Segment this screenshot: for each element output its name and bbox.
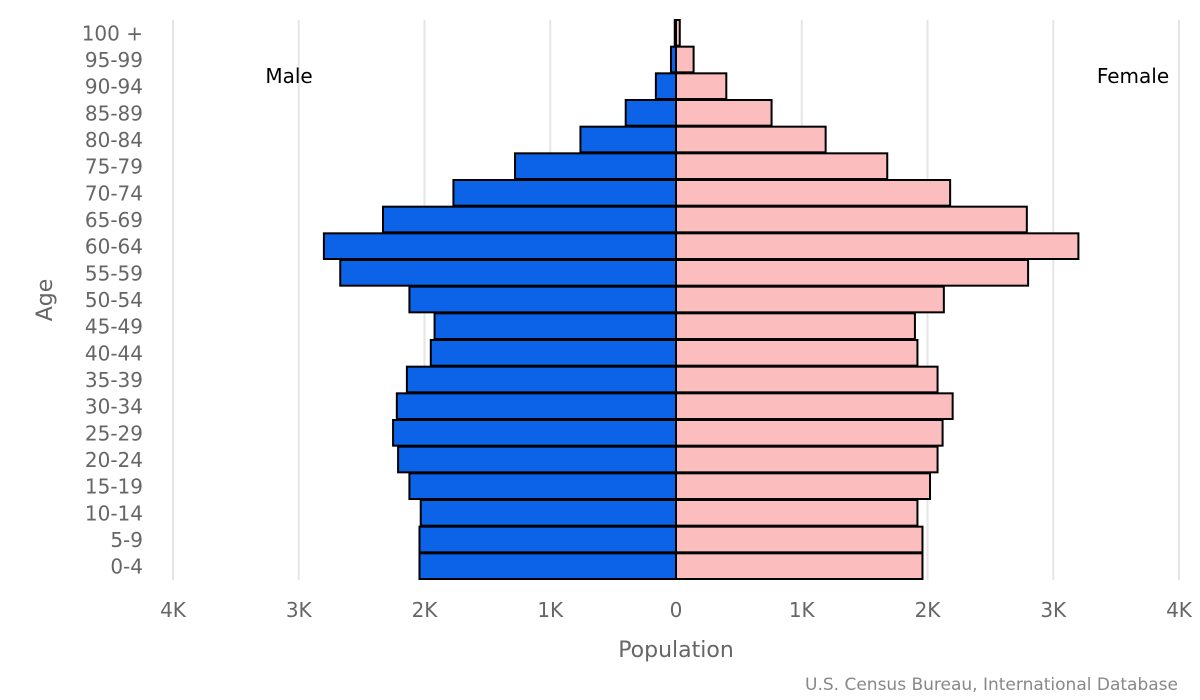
male-bar[interactable] [392, 419, 677, 447]
male-bar[interactable] [395, 392, 677, 421]
female-bar[interactable] [675, 125, 827, 154]
female-bar[interactable] [675, 19, 681, 47]
male-bar[interactable] [514, 152, 677, 180]
male-series-label: Male [265, 64, 312, 88]
source-credit: U.S. Census Bureau, International Databa… [805, 675, 1178, 695]
x-tick-label: 2K [412, 598, 439, 622]
male-bar[interactable] [405, 365, 677, 394]
x-tick-label: 0 [670, 598, 683, 622]
x-axis-title: Population [618, 638, 734, 663]
age-group-label: 100 + [82, 21, 143, 45]
female-bar[interactable] [675, 232, 1080, 260]
male-bar[interactable] [408, 472, 677, 501]
x-tick-label: 3K [286, 598, 313, 622]
x-tick-label: 2K [915, 598, 942, 622]
age-group-label: 35-39 [85, 368, 143, 392]
age-group-label: 80-84 [85, 128, 143, 152]
age-group-label: 75-79 [85, 155, 143, 179]
age-group-label: 30-34 [85, 395, 143, 419]
female-bar[interactable] [675, 99, 773, 127]
male-bar[interactable] [429, 339, 677, 367]
female-bar[interactable] [675, 339, 919, 367]
age-group-label: 85-89 [85, 101, 143, 125]
male-bar[interactable] [382, 205, 677, 234]
male-bar[interactable] [322, 232, 677, 260]
age-group-label: 40-44 [85, 341, 143, 365]
male-bar[interactable] [579, 125, 677, 154]
age-group-label: 60-64 [85, 235, 143, 259]
population-tick-labels: 4K 3K 2K 1K 0 1K 2K 3K 4K [160, 598, 1193, 622]
y-axis-title: Age [33, 279, 58, 322]
age-group-label: 45-49 [85, 315, 143, 339]
age-group-label: 20-24 [85, 448, 143, 472]
female-series-label: Female [1097, 64, 1169, 88]
female-bar[interactable] [675, 499, 919, 527]
female-bar[interactable] [675, 312, 916, 341]
age-group-label: 25-29 [85, 421, 143, 445]
age-group-label: 90-94 [85, 75, 143, 99]
female-bar[interactable] [675, 152, 889, 180]
female-bar[interactable] [675, 285, 945, 314]
x-tick-label: 1K [789, 598, 816, 622]
male-bar[interactable] [408, 285, 677, 314]
age-group-label: 5-9 [110, 528, 143, 552]
age-group-label: 65-69 [85, 208, 143, 232]
female-bar[interactable] [675, 552, 924, 580]
male-bar[interactable] [624, 99, 678, 127]
x-tick-label: 4K [1166, 598, 1193, 622]
female-bar[interactable] [675, 445, 939, 474]
female-bar[interactable] [675, 472, 932, 501]
age-group-label: 70-74 [85, 181, 143, 205]
male-bar[interactable] [419, 499, 678, 527]
age-group-label: 10-14 [85, 501, 143, 525]
female-bar[interactable] [675, 419, 944, 447]
age-group-label: 0-4 [110, 555, 143, 579]
male-bar[interactable] [654, 72, 678, 101]
female-bar[interactable] [675, 259, 1030, 287]
age-group-label: 50-54 [85, 288, 143, 312]
male-bar[interactable] [452, 179, 677, 207]
female-bar[interactable] [675, 72, 728, 101]
x-tick-label: 1K [537, 598, 564, 622]
age-group-label: 55-59 [85, 261, 143, 285]
male-bar[interactable] [433, 312, 677, 341]
bars [322, 19, 1080, 580]
female-bar[interactable] [675, 525, 924, 554]
x-tick-label: 3K [1040, 598, 1067, 622]
female-bar[interactable] [675, 205, 1028, 234]
age-group-label: 95-99 [85, 48, 143, 72]
female-bar[interactable] [675, 45, 695, 74]
x-tick-label: 4K [160, 598, 187, 622]
female-bar[interactable] [675, 392, 954, 421]
female-bar[interactable] [675, 179, 952, 207]
male-bar[interactable] [418, 525, 677, 554]
male-bar[interactable] [418, 552, 677, 580]
male-bar[interactable] [397, 445, 677, 474]
age-group-label: 15-19 [85, 475, 143, 499]
female-bar[interactable] [675, 365, 939, 394]
male-bar[interactable] [339, 259, 677, 287]
